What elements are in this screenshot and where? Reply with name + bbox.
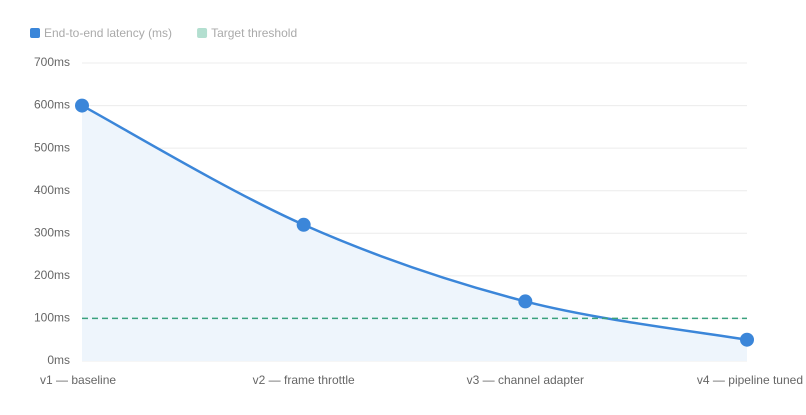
y-tick-label: 100ms bbox=[34, 311, 70, 325]
legend-label: End-to-end latency (ms) bbox=[44, 26, 172, 40]
data-point bbox=[296, 217, 311, 232]
x-tick-label: v2 — frame throttle bbox=[253, 373, 355, 387]
x-tick-label: v4 — pipeline tuned bbox=[697, 373, 803, 387]
y-tick-label: 500ms bbox=[34, 140, 70, 154]
legend-swatch bbox=[197, 28, 208, 38]
legend-label: Target threshold bbox=[211, 26, 297, 40]
series-line bbox=[81, 104, 748, 341]
x-tick-label: v1 — baseline bbox=[40, 373, 116, 387]
area-fill bbox=[82, 105, 747, 361]
legend-swatch bbox=[30, 28, 40, 38]
y-tick-label: 400ms bbox=[34, 183, 70, 197]
y-tick-label: 700ms bbox=[34, 55, 70, 69]
y-tick-label: 0ms bbox=[47, 353, 70, 367]
x-tick-label: v3 — channel adapter bbox=[467, 373, 584, 387]
y-tick-label: 600ms bbox=[34, 98, 70, 112]
data-point bbox=[740, 332, 754, 347]
data-point bbox=[518, 294, 533, 309]
y-tick-label: 300ms bbox=[34, 225, 70, 239]
data-point bbox=[75, 98, 89, 113]
y-tick-label: 200ms bbox=[34, 268, 70, 282]
